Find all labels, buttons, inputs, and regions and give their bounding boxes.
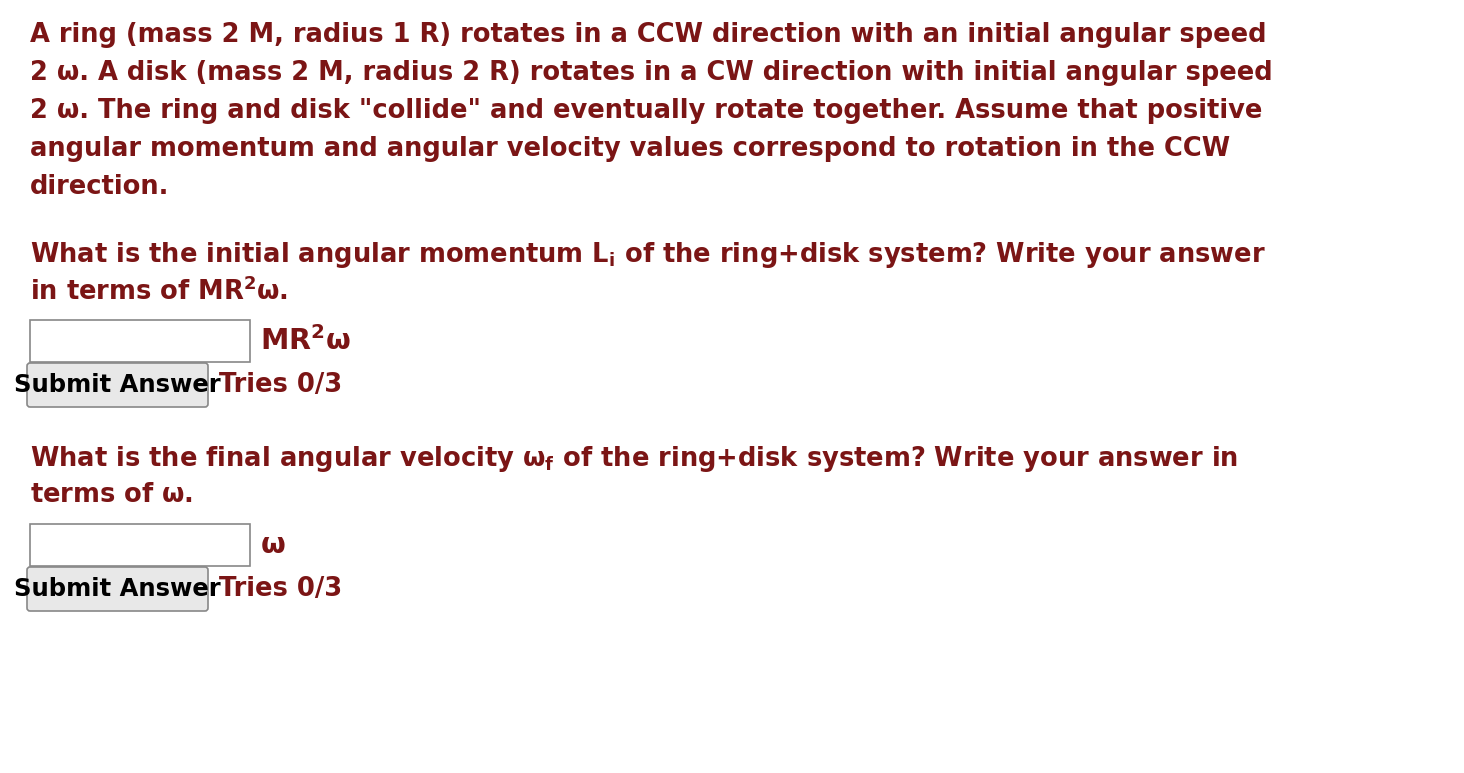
Text: 2 ω. A disk (mass 2 M, radius 2 R) rotates in a CW direction with initial angula: 2 ω. A disk (mass 2 M, radius 2 R) rotat… (29, 60, 1272, 86)
Text: $\mathbf{MR^2\omega}$: $\mathbf{MR^2\omega}$ (261, 326, 351, 356)
Text: angular momentum and angular velocity values correspond to rotation in the CCW: angular momentum and angular velocity va… (29, 136, 1230, 162)
Text: Tries 0/3: Tries 0/3 (220, 576, 343, 602)
Text: $\mathbf{\omega}$: $\mathbf{\omega}$ (261, 531, 285, 559)
FancyBboxPatch shape (29, 524, 250, 566)
Text: Submit Answer: Submit Answer (15, 577, 221, 601)
Text: Tries 0/3: Tries 0/3 (220, 372, 343, 398)
FancyBboxPatch shape (26, 567, 208, 611)
Text: A ring (mass 2 M, radius 1 R) rotates in a CCW direction with an initial angular: A ring (mass 2 M, radius 1 R) rotates in… (29, 22, 1266, 48)
Text: What is the final angular velocity $\mathbf{\omega_f}$ of the ring+disk system? : What is the final angular velocity $\mat… (29, 444, 1239, 474)
Text: direction.: direction. (29, 174, 170, 200)
Text: What is the initial angular momentum $\mathbf{L_i}$ of the ring+disk system? Wri: What is the initial angular momentum $\m… (29, 240, 1266, 270)
Text: in terms of $\mathbf{MR^2\omega}$.: in terms of $\mathbf{MR^2\omega}$. (29, 278, 288, 307)
Text: Submit Answer: Submit Answer (15, 373, 221, 397)
FancyBboxPatch shape (29, 320, 250, 362)
Text: 2 ω. The ring and disk "collide" and eventually rotate together. Assume that pos: 2 ω. The ring and disk "collide" and eve… (29, 98, 1262, 124)
FancyBboxPatch shape (26, 363, 208, 407)
Text: terms of $\mathbf{\omega}$.: terms of $\mathbf{\omega}$. (29, 482, 193, 508)
